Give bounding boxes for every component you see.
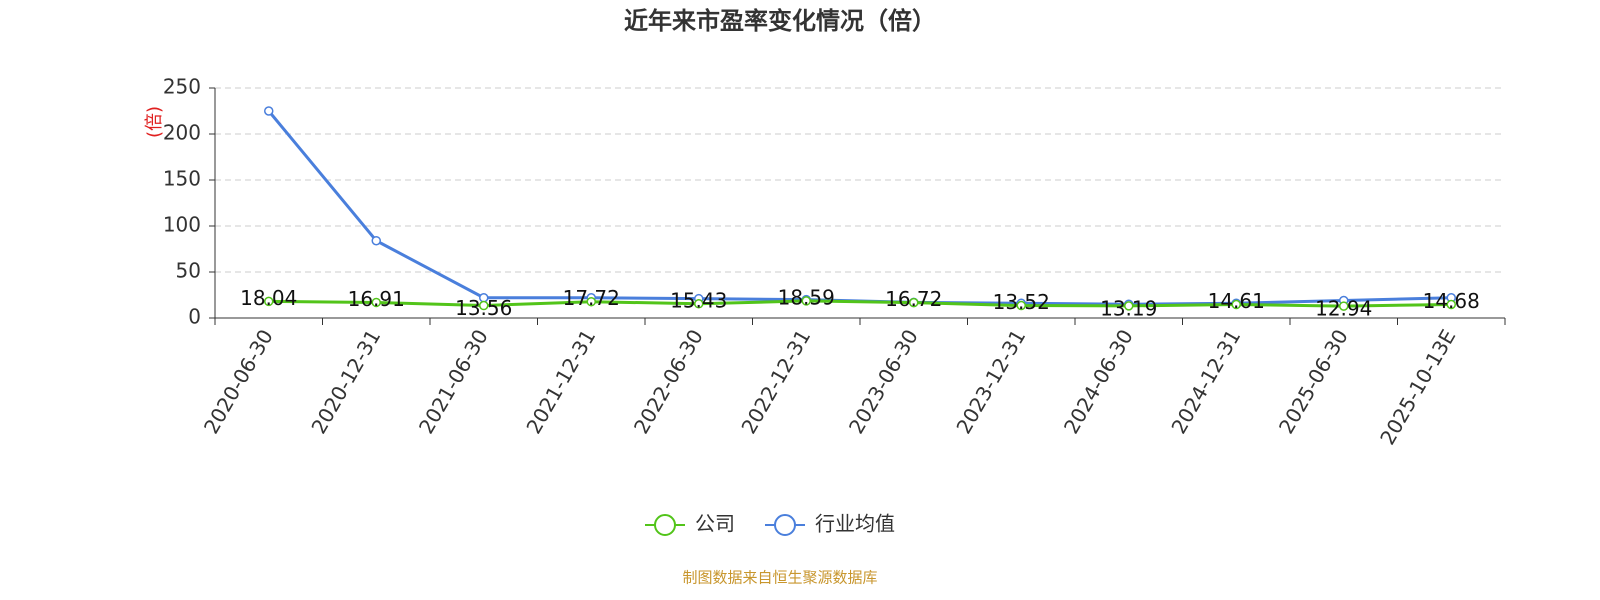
source-note: 制图数据来自恒生聚源数据库 [682,569,877,587]
x-tick-label: 2022-12-31 [736,325,815,438]
data-label: 18.59 [778,285,835,309]
x-tick-label: 2023-12-31 [951,325,1030,438]
data-point [1016,300,1026,311]
legend-marker [654,514,676,536]
data-label: 16.91 [348,287,405,311]
legend-marker [774,514,796,536]
x-tick-label: 2020-12-31 [306,325,385,438]
x-tick-label: 2021-12-31 [521,325,600,438]
legend-label: 行业均值 [815,512,895,536]
series-line [268,299,1452,308]
y-tick-label: 0 [188,305,201,329]
data-point [264,296,274,307]
data-label: 15.43 [670,288,727,312]
data-point [586,296,596,307]
x-tick-label: 2024-06-30 [1059,325,1138,438]
data-label: 14.68 [1423,289,1480,313]
y-tick-label: 50 [176,259,201,283]
x-tick-label: 2023-06-30 [844,325,923,438]
data-label: 16.72 [885,287,942,311]
x-tick-label: 2024-12-31 [1166,325,1245,438]
data-label: 13.19 [1100,296,1157,320]
data-point [371,235,381,246]
x-tick-label: 2025-06-30 [1274,325,1353,438]
data-point [1124,301,1134,311]
y-axis-label: (倍) [144,106,165,138]
data-label: 14.61 [1208,289,1265,313]
data-label: 18.04 [240,286,297,310]
data-point [801,296,811,306]
chart-title: 近年来市盈率变化情况（倍） [624,7,936,35]
x-tick-label: 2022-06-30 [629,325,708,438]
data-point [1231,299,1241,310]
data-point [1446,299,1456,310]
data-label: 13.52 [993,290,1050,314]
data-point [1339,301,1349,311]
y-tick-label: 250 [163,75,201,99]
y-tick-label: 150 [163,167,201,191]
x-tick-label: 2020-06-30 [199,325,278,438]
data-point [264,106,274,116]
data-label: 13.56 [455,296,512,320]
data-label: 17.72 [563,286,620,310]
x-tick-label: 2025-10-13E [1375,325,1460,449]
data-point [371,297,381,308]
y-tick-label: 100 [163,213,201,237]
y-tick-label: 200 [163,121,201,145]
data-point [909,297,919,308]
series-line [267,110,1452,306]
x-tick-label: 2021-06-30 [414,325,493,438]
data-point [479,300,489,311]
data-label: 12.94 [1315,297,1372,321]
legend-label: 公司 [695,512,735,536]
data-point [694,299,704,309]
